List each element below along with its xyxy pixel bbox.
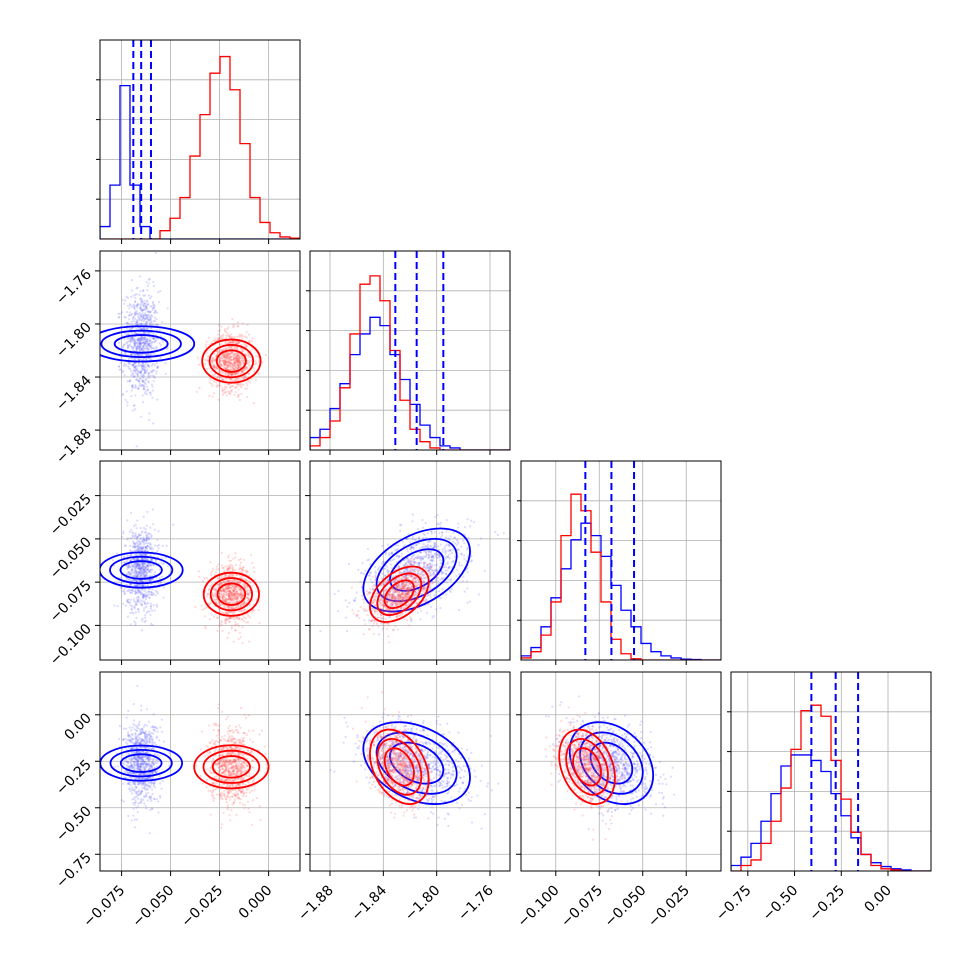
plot-area [731,672,931,871]
y-tick-label: −0.050 [47,534,95,582]
x-tick-label: −1.80 [402,883,444,925]
histogram-series-1 [310,275,510,450]
y-tick-label: −1.80 [53,319,95,361]
scatter-series-0 [545,695,676,831]
y-tick-label: −0.25 [53,757,95,799]
grid [100,672,300,871]
grid [310,461,510,660]
y-tick-label: −0.025 [47,491,95,539]
x-tick-label: −0.075 [80,883,128,931]
panel-1-1 [306,250,511,455]
panel-frame [520,671,722,872]
panel-frame [99,39,301,240]
y-tick-label: −0.075 [47,578,95,626]
x-tick-label: −1.84 [349,882,391,924]
histogram-series-1 [731,704,931,871]
contours-series-1 [193,744,270,790]
grid [310,251,510,450]
grid [521,461,721,660]
panel-frame [99,460,301,661]
panel-2-0: −0.100−0.075−0.050−0.025 [47,460,301,669]
histogram-series-1 [521,493,721,660]
y-tick-label: −1.84 [53,372,95,414]
panel-3-1: −1.88 −1.84 −1.80 −1.76 [295,671,511,925]
x-tick-label: 0.00 [861,883,894,916]
contours-series-1 [202,571,260,617]
panel-0-0 [96,39,301,244]
plot-area [319,513,505,644]
scatter-series-1 [350,547,444,644]
panel-frame [309,250,511,451]
panel-3-3: −0.75 −0.50 −0.25 0.00 [713,671,932,925]
panel-frame [520,460,722,661]
y-tick-label: −1.88 [53,426,95,468]
panel-frame [309,460,511,661]
corner-panels: −1.88−1.84−1.80−1.76−0.100−0.075−0.050−0… [47,39,932,931]
y-tick-label: −0.75 [53,850,95,892]
contours-series-0 [100,551,184,589]
plot-area [329,691,500,830]
x-tick-label: −0.25 [806,883,848,925]
x-tick-label: −0.050 [129,883,177,931]
contours-series-1 [558,728,616,805]
plot-area [100,251,268,448]
x-tick-label: −0.50 [760,883,802,925]
grid [521,672,721,871]
plot-area [310,251,510,450]
contours-series-1 [369,728,430,805]
x-tick-label: −0.025 [645,883,693,931]
plot-area [521,461,721,660]
contours-series-0 [100,325,196,363]
scatter-series-0 [319,513,505,636]
x-tick-label: 0.000 [236,883,276,923]
contours-series-1 [369,565,430,623]
panel-frame [309,671,511,872]
x-tick-label: −1.76 [455,882,497,924]
panel-2-2 [517,460,722,665]
histogram-series-0 [731,754,931,871]
panel-frame [99,250,301,451]
panel-frame [99,671,301,872]
plot-area [100,508,261,645]
histogram-series-0 [100,84,300,239]
plot-area [544,695,676,841]
y-tick-label: −0.100 [47,621,95,669]
panel-2-1 [305,460,511,665]
histogram-series-0 [310,316,510,450]
x-tick-label: −0.050 [602,883,650,931]
y-tick-label: −0.50 [53,803,95,845]
histogram-series-1 [100,55,300,239]
panel-1-0: −1.88 −1.84 −1.80 −1.76 [53,250,301,468]
x-tick-label: −0.100 [515,883,563,931]
contours-series-1 [201,338,262,384]
x-tick-label: −1.88 [295,883,337,925]
scatter-series-1 [351,691,448,820]
panel-3-2: −0.100−0.075−0.050−0.025 [515,671,722,931]
x-tick-label: −0.075 [558,883,606,931]
panel-frame [730,671,932,872]
plot-area [100,684,270,835]
contours-series-0 [362,721,471,805]
x-tick-label: −0.025 [178,883,226,931]
y-tick-label: −1.76 [53,266,95,308]
x-tick-label: −0.75 [713,883,755,925]
plot-area [100,40,300,239]
y-tick-label: 0.00 [61,710,94,743]
panel-3-0: −0.075 −0.050 −0.025 0.000 −0.75 −0.50−0.25 0.… [53,671,301,931]
contours-series-0 [362,527,471,613]
scatter-series-1 [195,318,268,405]
scatter-series-1 [195,703,269,829]
contours-series-0 [568,721,655,805]
